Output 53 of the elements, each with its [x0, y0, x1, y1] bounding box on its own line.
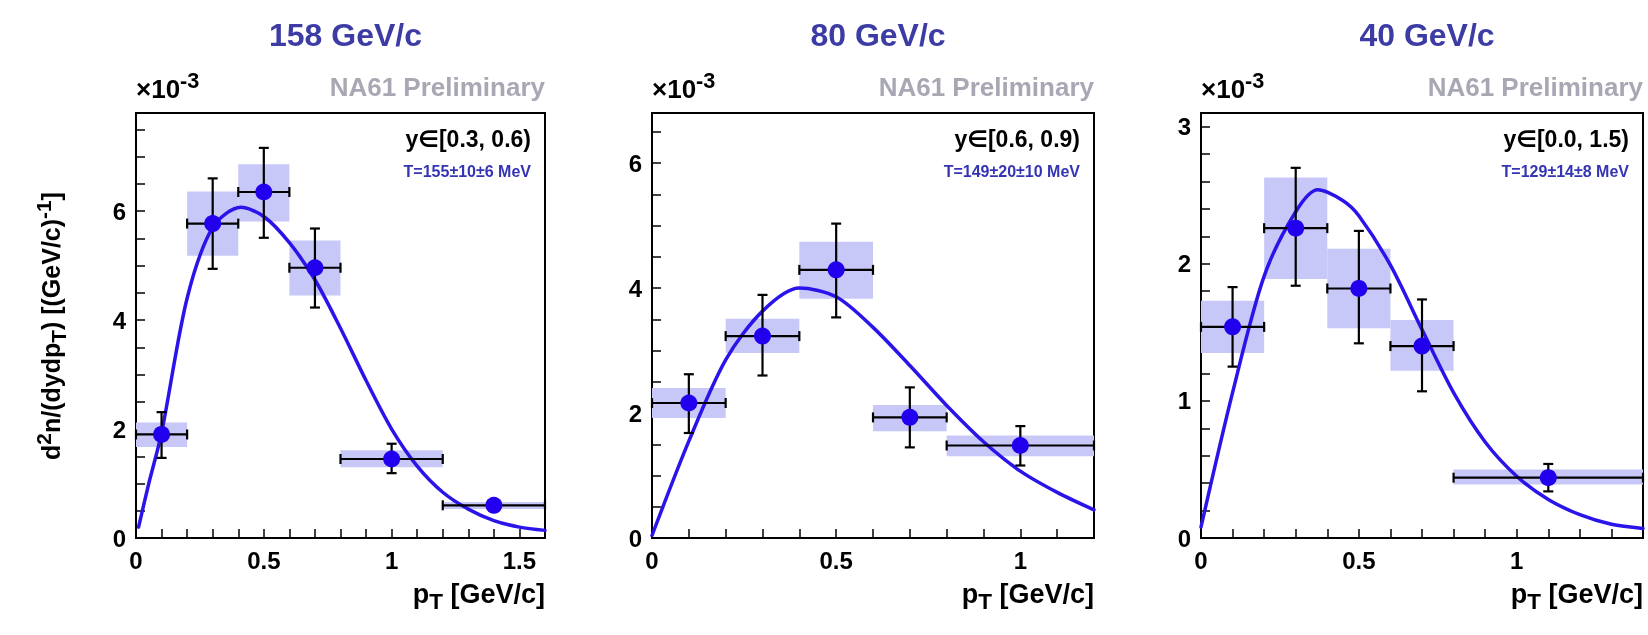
x-tick-label: 0: [645, 546, 659, 574]
point: [901, 408, 919, 426]
x-tick-label: 0.5: [247, 546, 281, 574]
line-series: [136, 205, 547, 533]
chart-title: 158 GeV/c: [269, 17, 422, 53]
line-series: [1199, 188, 1645, 531]
x-tick-label: 1: [1013, 546, 1028, 574]
text: ×10$^{-3}$: [652, 68, 716, 104]
point: [485, 496, 503, 514]
y-tick-label: 6: [628, 149, 642, 177]
x-axis-title: p$_{T}$ [GeV/c]: [961, 579, 1094, 616]
chart-title: 40 GeV/c: [1359, 17, 1495, 53]
annotation: y∈[0.3, 0.6): [405, 126, 531, 153]
y-tick-label: 0: [112, 524, 126, 552]
y-tick-label: 0: [628, 524, 642, 552]
text: ×10$^{-3}$: [136, 68, 200, 104]
x-tick-label: 1.5: [502, 546, 537, 574]
point: [1011, 437, 1029, 454]
y-tick-label: 3: [1177, 113, 1191, 141]
annotation: T=129±14±8 MeV: [1501, 163, 1629, 181]
annotation: y∈[0.6, 0.9): [954, 126, 1080, 153]
point: [1287, 219, 1305, 237]
point: [680, 394, 698, 412]
x-tick-label: 0: [129, 546, 143, 574]
text: NA61 Preliminary: [329, 72, 545, 102]
y-tick-label: 2: [628, 399, 642, 427]
y-tick-label: 6: [112, 197, 126, 225]
annotation: y∈[0.0, 1.5): [1503, 126, 1629, 153]
point: [827, 261, 845, 279]
text: NA61 Preliminary: [878, 72, 1094, 102]
x-tick-label: 0.5: [819, 546, 853, 574]
x-tick-label: 1: [384, 546, 399, 574]
x-tick-label: 1: [1510, 546, 1524, 574]
x-axis-title: p$_{T}$ [GeV/c]: [1510, 579, 1643, 616]
text: NA61 Preliminary: [1427, 72, 1643, 102]
point: [1539, 469, 1557, 487]
y-tick-label: 4: [628, 274, 643, 302]
y-tick-label: 0: [1177, 524, 1191, 552]
y-tick-label: 4: [112, 306, 127, 334]
annotation: T=149±20±10 MeV: [943, 163, 1080, 181]
point: [754, 327, 771, 345]
point: [383, 450, 401, 468]
text: ×10$^{-3}$: [1201, 68, 1265, 104]
y-tick-label: 2: [112, 415, 126, 443]
line-series: [650, 286, 1096, 538]
y-tick-label: 2: [1177, 250, 1191, 278]
point: [1350, 279, 1368, 297]
x-axis-title: p$_{T}$ [GeV/c]: [412, 579, 545, 616]
annotation: T=155±10±6 MeV: [403, 163, 531, 181]
y-tick-label: 1: [1177, 387, 1191, 415]
chart-title: 80 GeV/c: [810, 17, 946, 53]
x-tick-label: 0: [1194, 546, 1208, 574]
x-tick-label: 0.5: [1342, 546, 1376, 574]
